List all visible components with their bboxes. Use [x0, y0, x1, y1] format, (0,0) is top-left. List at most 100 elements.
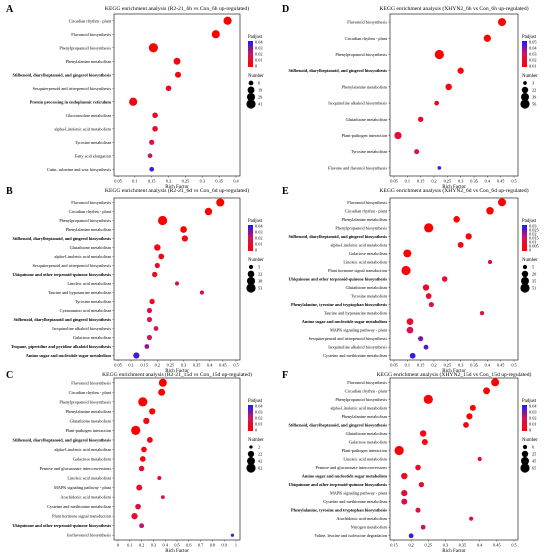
- enrichment-point: [419, 430, 427, 437]
- term-label: Amino sugar and nucleotide sugar metabol…: [302, 319, 388, 324]
- panel-title: KEGG enrichment analysis (XHYN2_6d vs Co…: [379, 187, 528, 194]
- term-label: Flavonoid biosynthesis: [347, 200, 387, 205]
- term-label: Flavonoid biosynthesis: [71, 200, 111, 205]
- enrichment-point: [135, 503, 141, 510]
- padj-colorbar: [522, 41, 527, 67]
- x-tick-label: 0.15: [148, 179, 156, 184]
- x-axis-label: Rich Factor: [165, 185, 189, 190]
- x-tick-label: 0.5: [174, 543, 179, 548]
- enrichment-point: [441, 276, 448, 282]
- term-label: Phenylpropanoid biosynthesis: [59, 218, 111, 223]
- x-tick-label: 0: [117, 543, 119, 548]
- enrichment-point: [204, 207, 213, 216]
- term-label: Linoleic acid metabolism: [67, 476, 111, 481]
- enrichment-point: [469, 516, 474, 521]
- x-tick-label: 0.35: [193, 363, 201, 368]
- padj-tick-label: 0.03: [529, 410, 537, 415]
- enrichment-point: [199, 290, 205, 295]
- term-label: MAPK signaling pathway - plant: [330, 491, 388, 496]
- term-label: Stilbenoid, diarylheptanoid, and gingero…: [288, 68, 387, 73]
- x-tick-label: 0.25: [425, 543, 433, 548]
- number-size-dot: [521, 270, 529, 278]
- x-tick-label: 0.05: [114, 179, 122, 184]
- x-tick-label: 0.8: [210, 543, 215, 548]
- padj-colorbar: [248, 41, 253, 67]
- term-label: Tropane, piperidine and pyridine alkaloi…: [11, 344, 111, 349]
- term-label: Galactose metabolism: [349, 251, 388, 256]
- x-tick-label: 0.3: [200, 179, 205, 184]
- enrichment-point: [498, 198, 506, 207]
- number-size-label: 29: [258, 95, 262, 100]
- term-label: Flavone and flavonol biosynthesis: [328, 165, 387, 170]
- term-label: Tyrosine metabolism: [351, 294, 388, 299]
- legend-padj-title: Padjust: [248, 219, 263, 224]
- plot-frame: [389, 13, 519, 177]
- term-label: Ubiquinone and other terpenoid-quinone b…: [288, 277, 387, 282]
- enrichment-point: [423, 394, 433, 404]
- enrichment-point: [147, 153, 153, 159]
- enrichment-point: [157, 215, 168, 226]
- number-size-dot: [246, 463, 256, 473]
- panel-letter: C: [6, 370, 13, 381]
- enrichment-point: [421, 438, 428, 445]
- x-tick-label: 0.3: [458, 363, 463, 368]
- number-size-label: 53: [258, 286, 262, 291]
- panel-letter: F: [282, 370, 288, 381]
- enrichment-point: [129, 97, 138, 106]
- term-label: Stilbenoid, diarylheptanoid, and gingero…: [288, 234, 387, 239]
- term-label: Pentose and glucuronate interconversions: [316, 465, 388, 470]
- enrichment-point: [180, 226, 187, 233]
- term-label: alpha-Linolenic acid metabolism: [330, 242, 387, 247]
- panel-letter: E: [282, 186, 289, 197]
- enrichment-point: [408, 533, 414, 539]
- number-size-dot: [520, 92, 530, 102]
- term-label: Flavonoid biosynthesis: [71, 32, 111, 37]
- x-tick-label: 0.4: [207, 363, 213, 368]
- padj-colorbar: [522, 225, 527, 251]
- x-tick-label: 0.4: [485, 179, 491, 184]
- term-label: Circadian rhythm - plant: [345, 388, 388, 393]
- x-tick-label: 0.25: [444, 363, 452, 368]
- enrichment-point: [146, 307, 153, 314]
- enrichment-point: [483, 34, 491, 42]
- term-label: Tyrosine metabolism: [75, 299, 112, 304]
- x-tick-label: 0.1: [405, 363, 410, 368]
- enrichment-point: [491, 378, 500, 387]
- term-label: Isoquinoline alkaloid biosynthesis: [328, 101, 387, 106]
- x-tick-label: 0.4: [163, 543, 169, 548]
- enrichment-point: [144, 344, 150, 349]
- term-label: Sesquiterpenoid and triterpenoid biosynt…: [33, 86, 112, 91]
- term-label: Phenylpropanoid biosynthesis: [335, 225, 387, 230]
- enrichment-point: [158, 378, 167, 387]
- x-tick-label: 0.2: [408, 543, 413, 548]
- term-label: Stilbenoid, diarylheptanoid, and gingero…: [12, 236, 111, 241]
- panel-f: F KEGG enrichment analysis (XHYN2_15d vs …: [282, 370, 538, 554]
- term-label: Phenylalanine metabolism: [66, 227, 112, 232]
- x-tick-label: 0.45: [219, 363, 227, 368]
- padj-tick-label: 0.01: [529, 240, 537, 245]
- number-size-dot: [520, 463, 530, 473]
- padj-tick-label: 0.02: [529, 416, 537, 421]
- x-tick-label: 0.5: [511, 543, 516, 548]
- enrichment-point: [457, 241, 464, 248]
- padj-tick-label: 0.02: [529, 58, 537, 63]
- plot-frame: [113, 197, 241, 361]
- enrichment-point: [230, 533, 235, 537]
- term-label: Galactose metabolism: [73, 457, 112, 462]
- enrichment-point: [465, 233, 472, 240]
- padj-tick-label: 0: [529, 248, 531, 253]
- term-label: Phenylpropanoid biosynthesis: [59, 399, 111, 404]
- term-label: Tyrosine metabolism: [75, 140, 112, 145]
- enrichment-point: [409, 352, 416, 359]
- enrichment-point: [394, 131, 402, 140]
- term-label: Pentose and glucuronate interconversions: [40, 466, 112, 471]
- number-size-label: 38: [258, 279, 262, 284]
- panel-letter: B: [6, 186, 13, 197]
- enrichment-point: [418, 116, 424, 122]
- enrichment-point: [434, 100, 440, 106]
- term-label: Phenylalanine metabolism: [342, 414, 388, 419]
- term-label: Taurine and hypotaurine metabolism: [324, 311, 388, 316]
- x-tick-label: 0.9: [222, 543, 227, 548]
- term-label: Circadian rhythm - plant: [345, 208, 388, 213]
- padj-tick-label: 0.03: [529, 52, 537, 57]
